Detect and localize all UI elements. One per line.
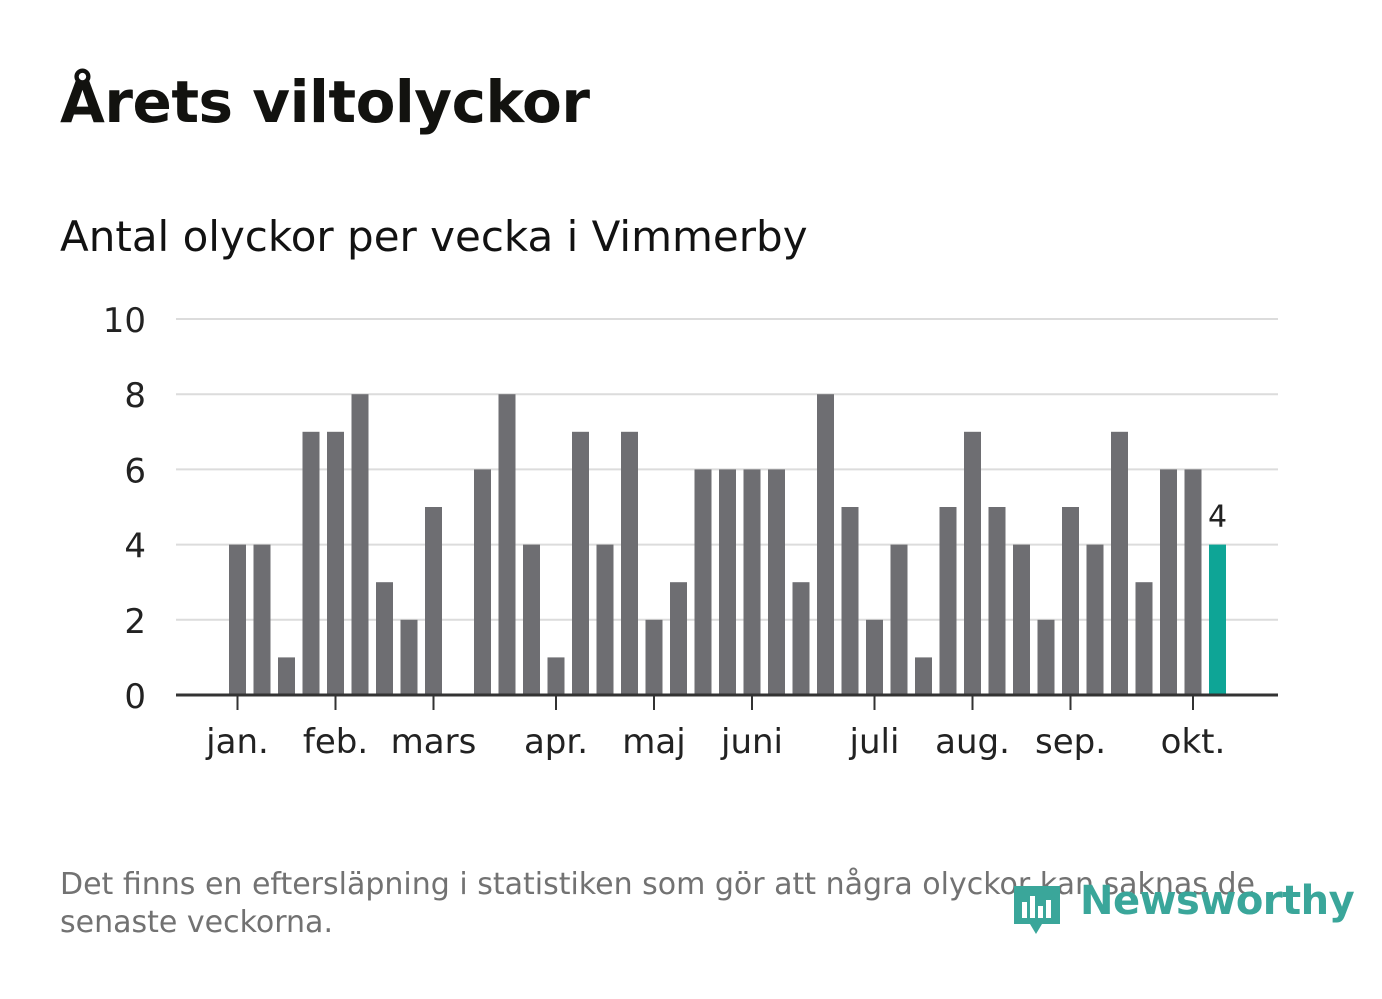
bar — [817, 394, 834, 695]
bar — [278, 657, 295, 695]
bar — [302, 431, 320, 695]
bar — [523, 544, 540, 695]
bar — [694, 469, 712, 695]
x-tick-label: mars — [391, 722, 477, 762]
x-tick-label: apr. — [524, 722, 588, 762]
x-tick-label: aug. — [935, 722, 1010, 762]
bar — [621, 431, 638, 695]
bar — [474, 469, 491, 695]
bar — [768, 469, 785, 695]
chart-title: Årets viltolyckor — [60, 68, 590, 136]
bar — [743, 469, 761, 695]
bar — [890, 544, 908, 695]
newsworthy-logo-icon — [1014, 886, 1060, 934]
bar — [351, 394, 369, 695]
bar — [964, 431, 981, 695]
bar-chart: 0 2 4 6 8 10 4 jan. feb. mars apr. maj juni juli aug. s… — [103, 301, 1278, 762]
bar — [1086, 544, 1104, 695]
x-tick-label: juli — [849, 722, 900, 762]
y-tick-label: 6 — [124, 451, 146, 491]
bar — [719, 469, 736, 695]
bar — [988, 507, 1006, 695]
bar — [1037, 619, 1055, 695]
y-tick-label: 2 — [124, 602, 146, 642]
y-tick-label: 10 — [103, 301, 146, 341]
chart-subtitle: Antal olyckor per vecka i Vimmerby — [60, 212, 808, 261]
bar — [376, 582, 393, 695]
bar — [1184, 469, 1202, 695]
bar — [1062, 507, 1079, 695]
bar — [547, 657, 565, 695]
bar — [498, 394, 516, 695]
bar — [841, 507, 859, 695]
y-tick-label: 4 — [124, 527, 146, 567]
bar — [915, 657, 932, 695]
bar — [1135, 582, 1153, 695]
y-tick-label: 0 — [124, 677, 146, 717]
x-tick-label: maj — [622, 722, 685, 762]
bar — [670, 582, 687, 695]
bar — [1013, 544, 1030, 695]
data-label: 4 — [1208, 500, 1227, 535]
bar — [596, 544, 614, 695]
bar — [253, 544, 271, 695]
bar — [792, 582, 810, 695]
x-tick-label: juni — [720, 722, 783, 762]
x-tick-label: sep. — [1035, 722, 1106, 762]
bar-highlight — [1209, 544, 1226, 695]
bar — [327, 431, 344, 695]
bar — [1111, 431, 1128, 695]
y-tick-label: 8 — [124, 376, 146, 416]
bar — [1160, 469, 1177, 695]
bar — [866, 619, 883, 695]
bar — [400, 619, 418, 695]
x-tick-label: okt. — [1161, 722, 1226, 762]
bar — [645, 619, 663, 695]
bar — [939, 507, 957, 695]
bar — [572, 431, 589, 695]
x-tick-label: jan. — [205, 722, 269, 762]
bar — [425, 507, 442, 695]
bar — [229, 544, 246, 695]
x-tick-label: feb. — [303, 722, 368, 762]
newsworthy-logo-text: Newsworthy — [1080, 878, 1355, 924]
newsworthy-logo: Newsworthy — [1010, 876, 1355, 942]
